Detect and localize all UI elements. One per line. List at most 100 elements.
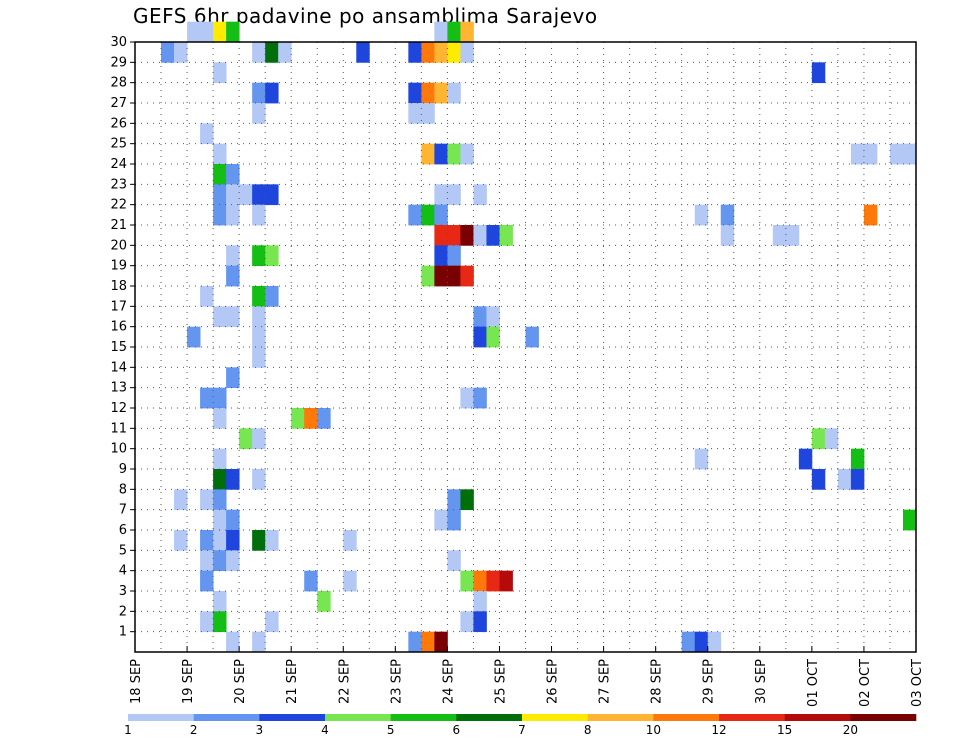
cell-member-4-slot-6 [213,550,227,572]
colorbar-label-4: 4 [321,723,329,737]
cell-member-8-slot-6 [213,469,227,490]
cell-member-15-slot-9 [252,326,266,348]
cell-member-2-slot-26 [473,591,487,612]
cell-member-22-slot-24 [447,184,461,206]
colorbar-label-2: 2 [190,723,198,737]
cell-member-29-slot-10 [265,42,279,63]
colorbar-swatch-12 [850,714,917,721]
cell-member-22-slot-9 [252,184,266,206]
cell-member-9-slot-6 [213,448,227,470]
cell-member-21-slot-9 [252,204,266,226]
cell-member-15-slot-30 [525,326,539,348]
cell-member-25-slot-5 [200,123,214,145]
cell-member-12-slot-6 [213,387,227,409]
cell-member-0-slot-43 [694,631,709,653]
cell-member-20-slot-25 [460,225,474,246]
colorbar-label-6: 6 [453,723,461,737]
x-tick-label-7: 25 SEP [493,659,508,704]
cell-member-22-slot-10 [265,184,279,206]
cell-member-16-slot-27 [486,306,500,328]
cell-member-3-slot-27 [486,570,500,592]
cell-member-24-slot-25 [460,143,474,165]
cell-member-17-slot-10 [265,286,279,307]
cell-member-12-slot-26 [473,387,487,409]
cell-member-30-slot-23 [434,21,448,43]
y-tick-label-24: 24 [110,157,127,172]
cell-member-29-slot-22 [421,42,435,63]
cell-member-21-slot-23 [434,204,448,226]
cell-member-21-slot-6 [213,204,227,226]
cell-member-0-slot-42 [681,631,696,653]
cell-member-5-slot-6 [213,530,227,551]
cell-member-0-slot-44 [707,631,722,653]
cell-member-9-slot-43 [694,448,709,470]
y-tick-label-17: 17 [110,299,127,314]
y-tick-label-23: 23 [110,177,127,192]
cell-member-5-slot-16 [343,530,357,551]
cell-member-20-slot-49 [772,225,787,246]
colorbar-swatch-11 [784,714,851,721]
cell-member-24-slot-6 [213,143,227,165]
cell-member-2-slot-6 [213,591,227,612]
y-axis: 1234567891011121314151617181920212223242… [110,35,135,640]
cell-member-0-slot-22 [421,631,435,653]
cell-member-22-slot-6 [213,184,227,206]
y-tick-label-15: 15 [110,340,127,355]
cell-member-3-slot-16 [343,570,357,592]
colorbar-label-7: 7 [518,723,526,737]
y-tick-label-1: 1 [119,625,127,640]
y-tick-label-8: 8 [119,482,127,497]
cell-member-29-slot-2 [161,42,175,63]
colorbar-swatch-10 [719,714,785,721]
cell-member-10-slot-52 [811,428,826,450]
cell-member-3-slot-28 [499,570,513,592]
cell-member-18-slot-7 [226,265,240,287]
cell-member-30-slot-25 [460,21,474,43]
y-tick-label-25: 25 [110,137,127,152]
cell-member-30-slot-4 [187,21,201,43]
x-tick-label-14: 02 OCT [858,659,873,707]
cell-member-29-slot-21 [408,42,422,63]
cell-member-5-slot-5 [200,530,214,551]
cell-member-27-slot-9 [252,82,266,104]
cell-member-14-slot-9 [252,347,266,368]
cell-member-21-slot-7 [226,204,240,226]
cell-member-19-slot-23 [434,245,448,267]
cell-member-20-slot-45 [720,225,735,246]
colorbar-swatch-5 [390,714,457,721]
cell-member-4-slot-7 [226,550,240,572]
cell-member-15-slot-27 [486,326,500,348]
x-tick-label-4: 22 SEP [337,659,352,704]
y-tick-label-9: 9 [119,462,127,477]
cell-member-3-slot-25 [460,570,474,592]
y-tick-label-16: 16 [110,320,127,335]
cell-member-17-slot-9 [252,286,266,307]
x-tick-label-0: 18 SEP [129,659,144,704]
colorbar-swatch-4 [325,714,391,721]
cell-member-19-slot-7 [226,245,240,267]
cell-member-1-slot-25 [460,611,474,633]
y-tick-label-14: 14 [110,360,127,375]
cell-member-21-slot-45 [720,204,735,226]
cell-member-20-slot-26 [473,225,487,246]
y-tick-label-3: 3 [119,584,127,599]
cell-member-5-slot-3 [174,530,188,551]
cell-member-7-slot-24 [447,489,461,511]
cell-member-7-slot-25 [460,489,474,511]
y-tick-label-5: 5 [119,543,127,558]
cell-member-4-slot-5 [200,550,214,572]
cell-member-18-slot-24 [447,265,461,287]
cell-member-12-slot-5 [200,387,214,409]
x-axis: 18 SEP 19 SEP 20 SEP 21 SEP 22 SEP 23 SEP 24 S… [129,646,925,707]
cell-member-6-slot-24 [447,509,461,531]
cell-member-4-slot-24 [447,550,461,572]
y-tick-label-13: 13 [110,381,127,396]
colorbar-label-5: 5 [387,723,395,737]
colorbar-swatch-7 [522,714,588,721]
cell-member-21-slot-43 [694,204,709,226]
cell-member-1-slot-5 [200,611,214,633]
cell-member-24-slot-24 [447,143,461,165]
cell-member-8-slot-9 [252,469,266,490]
cell-member-29-slot-11 [278,42,292,63]
cell-member-6-slot-6 [213,509,227,531]
